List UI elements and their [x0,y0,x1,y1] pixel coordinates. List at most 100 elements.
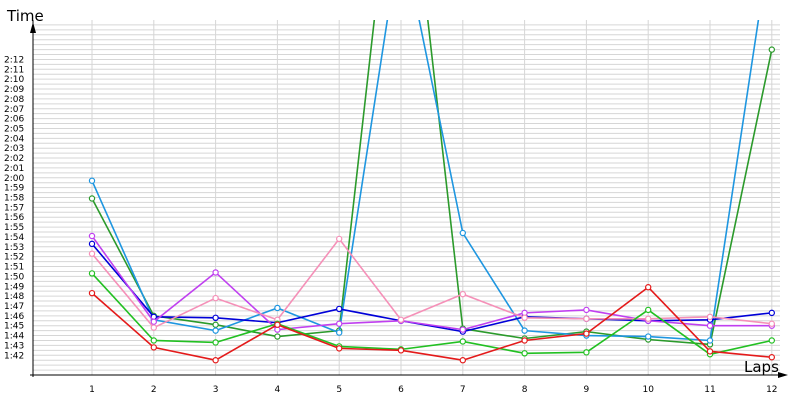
x-tick-label: 3 [213,385,219,395]
y-tick-label: 1:54 [4,233,24,243]
series-6-point [150,337,157,344]
series-5-point [645,315,652,322]
x-tick-label: 2 [151,385,157,395]
series-7-point [336,345,343,352]
series-line-5 [91,238,772,329]
x-tick-label: 9 [584,385,590,395]
series-7-point [768,354,776,361]
y-tick-label: 2:05 [4,124,24,134]
y-axis-title: Time [6,7,44,25]
series-7-point [88,289,96,297]
y-tick-label: 2:06 [4,115,24,125]
series [88,20,776,364]
series-7-point [645,284,652,291]
y-tick-label: 1:51 [4,263,24,273]
series-line-6 [91,272,772,356]
series-5-point [521,314,528,322]
series-5-point [583,315,590,322]
x-tick-label: 10 [642,385,654,395]
series-5-point [150,324,157,331]
series-line-4 [91,235,772,331]
series-7-point [521,337,528,344]
y-tick-label: 2:03 [4,144,24,154]
y-tick-label: 2:04 [4,134,24,144]
series-6-point [459,338,466,345]
y-tick-label: 1:53 [4,243,24,253]
y-tick-label: 2:02 [4,154,24,164]
y-tick-label: 1:55 [4,223,24,233]
series-1-point [88,195,96,202]
x-axis-title: Laps [744,358,779,376]
y-tick-label: 1:46 [4,312,24,322]
series-5-point [336,235,343,243]
y-tick-label: 2:10 [4,75,24,85]
y-tick-label: 1:50 [4,272,24,282]
series-1-point [274,333,281,340]
series-3-point [768,309,776,317]
series-5-point [212,294,219,302]
x-tick-label: 7 [460,385,466,395]
series-7-point [459,357,466,364]
x-tick-label: 1 [89,385,95,395]
series-2-point [706,337,714,344]
y-tick-label: 2:00 [4,174,24,184]
series-2-point [521,327,528,334]
series-7-point [706,348,714,355]
series-5-point [706,313,714,321]
y-tick-label: 2:11 [4,65,24,75]
series-6-point [521,350,528,357]
series-7-point [274,321,281,328]
series-6-point [212,339,219,346]
y-tick-label: 2:08 [4,95,24,105]
series-5-point [768,320,776,327]
series-3-point [88,240,96,248]
series-6-point [768,337,776,344]
x-tick-label: 5 [336,385,342,395]
y-tick-label: 1:58 [4,194,24,204]
series-line-2 [91,20,760,342]
series-3-point [212,314,219,322]
series-2-point [212,327,219,334]
series-line-3 [91,243,772,333]
x-tick-label: 4 [275,385,281,395]
series-7-point [397,347,405,354]
x-tick-label: 6 [398,385,404,395]
y-tick-label: 1:48 [4,292,24,302]
y-tick-label: 1:59 [4,184,24,194]
series-4-point [88,232,96,240]
y-tick-label: 1:57 [4,203,24,213]
series-4-point [212,269,219,276]
series-5-point [459,290,466,298]
series-5-point [88,250,96,257]
series-5-point [397,316,405,323]
y-tick-label: 1:47 [4,302,24,312]
y-tick-label: 1:45 [4,322,24,332]
y-tick-label: 2:07 [4,105,24,115]
series-7-point [212,357,219,364]
series-4-point [150,318,157,325]
series-4-point [459,326,466,333]
x-tick-label: 8 [522,385,528,395]
series-2-point [645,333,652,340]
series-1-point [212,321,219,328]
y-tick-label: 1:44 [4,332,24,342]
series-line-7 [91,286,772,362]
series-7-point [583,330,590,337]
y-tick-label: 2:12 [4,55,24,65]
series-2-point [336,329,343,336]
series-line-1 [91,20,773,346]
series-6-point [583,349,590,356]
y-tick-label: 1:56 [4,213,24,223]
series-4-point [583,306,590,314]
x-tick-label: 11 [704,385,715,395]
series-4-point [706,322,714,329]
series-2-point [88,177,96,184]
series-4-point [336,320,343,327]
y-axis-arrow [30,22,36,33]
series-3-point [336,305,343,313]
series-6-point [645,306,652,314]
y-tick-label: 1:52 [4,253,24,263]
series-6-point [88,270,96,277]
series-7-point [150,344,157,351]
